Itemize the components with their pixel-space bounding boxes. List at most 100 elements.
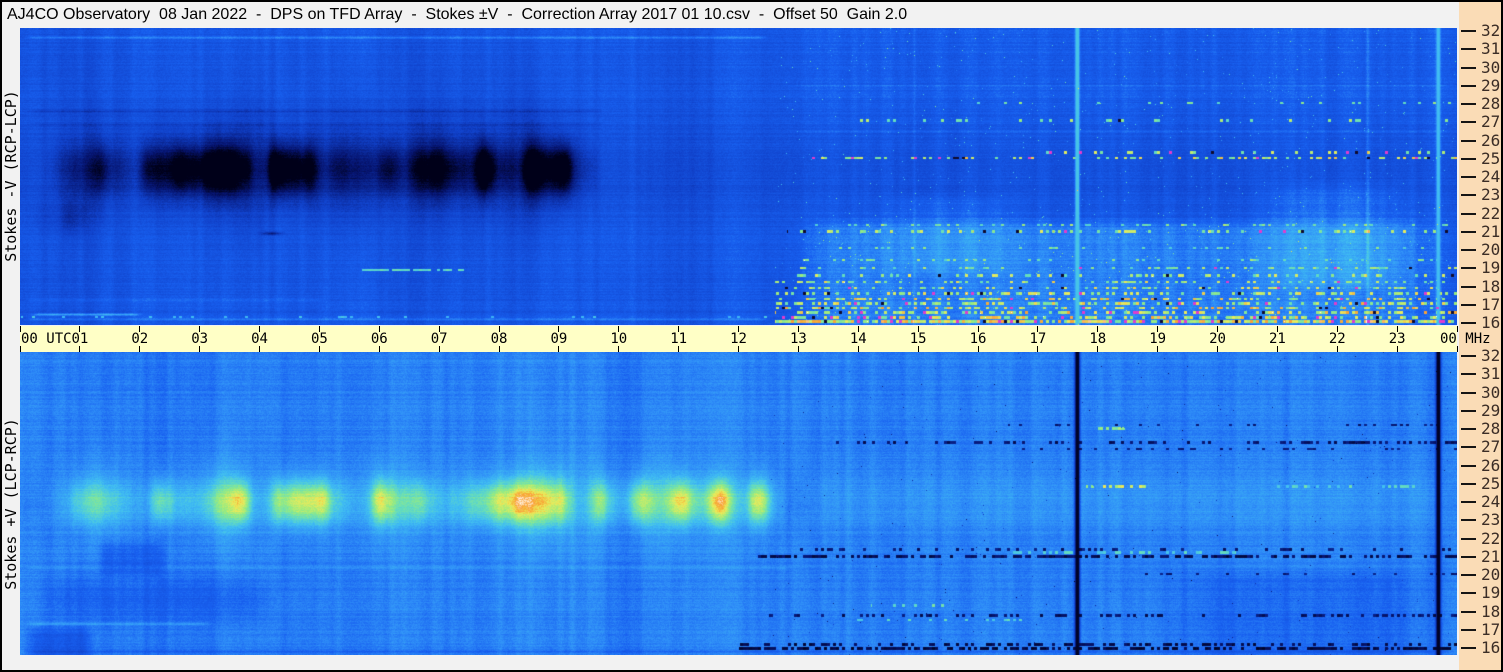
time-tick — [917, 326, 919, 332]
time-tick — [1157, 346, 1159, 352]
time-tick-label: 05 — [310, 331, 328, 347]
time-tick — [678, 346, 680, 352]
time-tick — [738, 326, 739, 332]
time-tick — [857, 346, 859, 352]
time-tick — [618, 346, 620, 352]
freq-tick — [1461, 139, 1476, 142]
time-tick — [438, 326, 440, 332]
time-tick — [797, 346, 799, 352]
time-tick — [318, 346, 320, 352]
time-tick — [139, 326, 141, 332]
time-tick — [977, 326, 979, 332]
time-tick-label: 21 — [1268, 331, 1286, 347]
freq-tick-label: 22 — [1481, 528, 1501, 548]
time-axis-right-label: 00 MHz — [1440, 331, 1491, 347]
time-tick-label: 03 — [191, 331, 209, 347]
freq-tick-label: 22 — [1481, 203, 1501, 223]
time-tick-label: 10 — [610, 331, 628, 347]
time-tick — [678, 326, 680, 332]
freq-tick-label: 32 — [1481, 21, 1501, 40]
freq-tick — [1461, 391, 1476, 394]
freq-tick — [1461, 409, 1476, 412]
freq-tick-label: 23 — [1481, 510, 1501, 530]
time-tick — [1276, 326, 1278, 332]
freq-tick — [1461, 592, 1476, 595]
time-axis-left-label: 00 UTC — [21, 331, 72, 347]
freq-tick — [1461, 446, 1476, 449]
freq-tick — [1461, 285, 1476, 288]
freq-tick-label: 25 — [1481, 148, 1501, 168]
freq-tick-label: 25 — [1481, 473, 1501, 493]
time-tick-label: 15 — [909, 331, 927, 347]
time-tick — [1336, 326, 1338, 332]
freq-tick-label: 16 — [1481, 313, 1501, 332]
time-tick-label: 11 — [670, 331, 688, 347]
freq-tick-label: 20 — [1481, 240, 1501, 259]
time-tick-label: 22 — [1328, 331, 1346, 347]
time-tick — [977, 346, 979, 352]
time-tick-label: 02 — [131, 331, 149, 347]
freq-tick — [1461, 555, 1476, 558]
freq-tick-label: 18 — [1481, 276, 1501, 296]
freq-tick-label: 20 — [1481, 565, 1501, 584]
freq-tick-label: 19 — [1481, 258, 1501, 278]
time-tick — [259, 346, 260, 352]
time-tick — [139, 346, 141, 352]
time-tick — [1217, 326, 1218, 332]
time-tick — [1097, 346, 1099, 352]
time-tick — [1396, 326, 1398, 332]
freq-tick-label: 28 — [1481, 419, 1501, 438]
time-tick-label: 17 — [1029, 331, 1047, 347]
freq-tick-label: 28 — [1481, 94, 1501, 113]
spectrogram-stokes-plus-v — [20, 352, 1457, 655]
time-tick-label: 09 — [550, 331, 568, 347]
time-tick — [79, 346, 81, 352]
freq-tick-label: 23 — [1481, 185, 1501, 205]
time-tick — [1037, 346, 1039, 352]
freq-tick — [1461, 303, 1476, 306]
time-tick — [318, 326, 320, 332]
time-tick — [618, 326, 620, 332]
time-axis: 01 02 03 04 05 06 07 08 09 10 11 12 13 14 15 16 17 18 19 20… — [19, 326, 1491, 352]
time-tick — [1336, 346, 1338, 352]
time-tick — [199, 346, 201, 352]
freq-tick-label: 29 — [1481, 75, 1501, 95]
freq-tick-label: 18 — [1481, 601, 1501, 621]
time-tick-label: 06 — [370, 331, 388, 347]
time-tick — [857, 326, 859, 332]
time-tick — [378, 346, 380, 352]
freq-tick — [1461, 322, 1476, 324]
time-tick-label: 18 — [1089, 331, 1107, 347]
freq-tick — [1461, 482, 1476, 485]
time-tick — [1157, 326, 1159, 332]
freq-tick — [1461, 103, 1476, 105]
freq-tick — [1461, 628, 1476, 631]
time-tick — [19, 346, 21, 352]
freq-tick-label: 29 — [1481, 400, 1501, 420]
time-tick — [1097, 326, 1099, 332]
freq-tick — [1461, 464, 1476, 467]
freq-tick-label: 16 — [1481, 638, 1501, 657]
freq-tick-label: 26 — [1481, 130, 1501, 150]
freq-tick — [1461, 610, 1476, 613]
freq-tick — [1461, 176, 1476, 178]
freq-tick — [1461, 574, 1476, 576]
freq-tick — [1461, 157, 1476, 160]
freq-tick-label: 21 — [1481, 546, 1501, 566]
time-tick-label: 04 — [251, 331, 268, 347]
freq-tick — [1461, 48, 1476, 51]
time-tick — [1276, 346, 1278, 352]
time-tick-label: 01 — [71, 331, 89, 347]
freq-tick-label: 17 — [1481, 619, 1501, 639]
freq-tick-label: 31 — [1481, 39, 1501, 59]
spectrogram-stokes-minus-v — [20, 28, 1457, 325]
time-tick-label: 19 — [1149, 331, 1167, 347]
time-tick — [498, 326, 500, 332]
freq-tick — [1461, 212, 1476, 215]
freq-tick — [1461, 249, 1476, 251]
time-tick — [199, 326, 201, 332]
freq-tick — [1461, 267, 1476, 270]
freq-tick — [1461, 194, 1476, 197]
freq-tick-label: 30 — [1481, 57, 1501, 77]
freq-tick — [1461, 428, 1476, 430]
